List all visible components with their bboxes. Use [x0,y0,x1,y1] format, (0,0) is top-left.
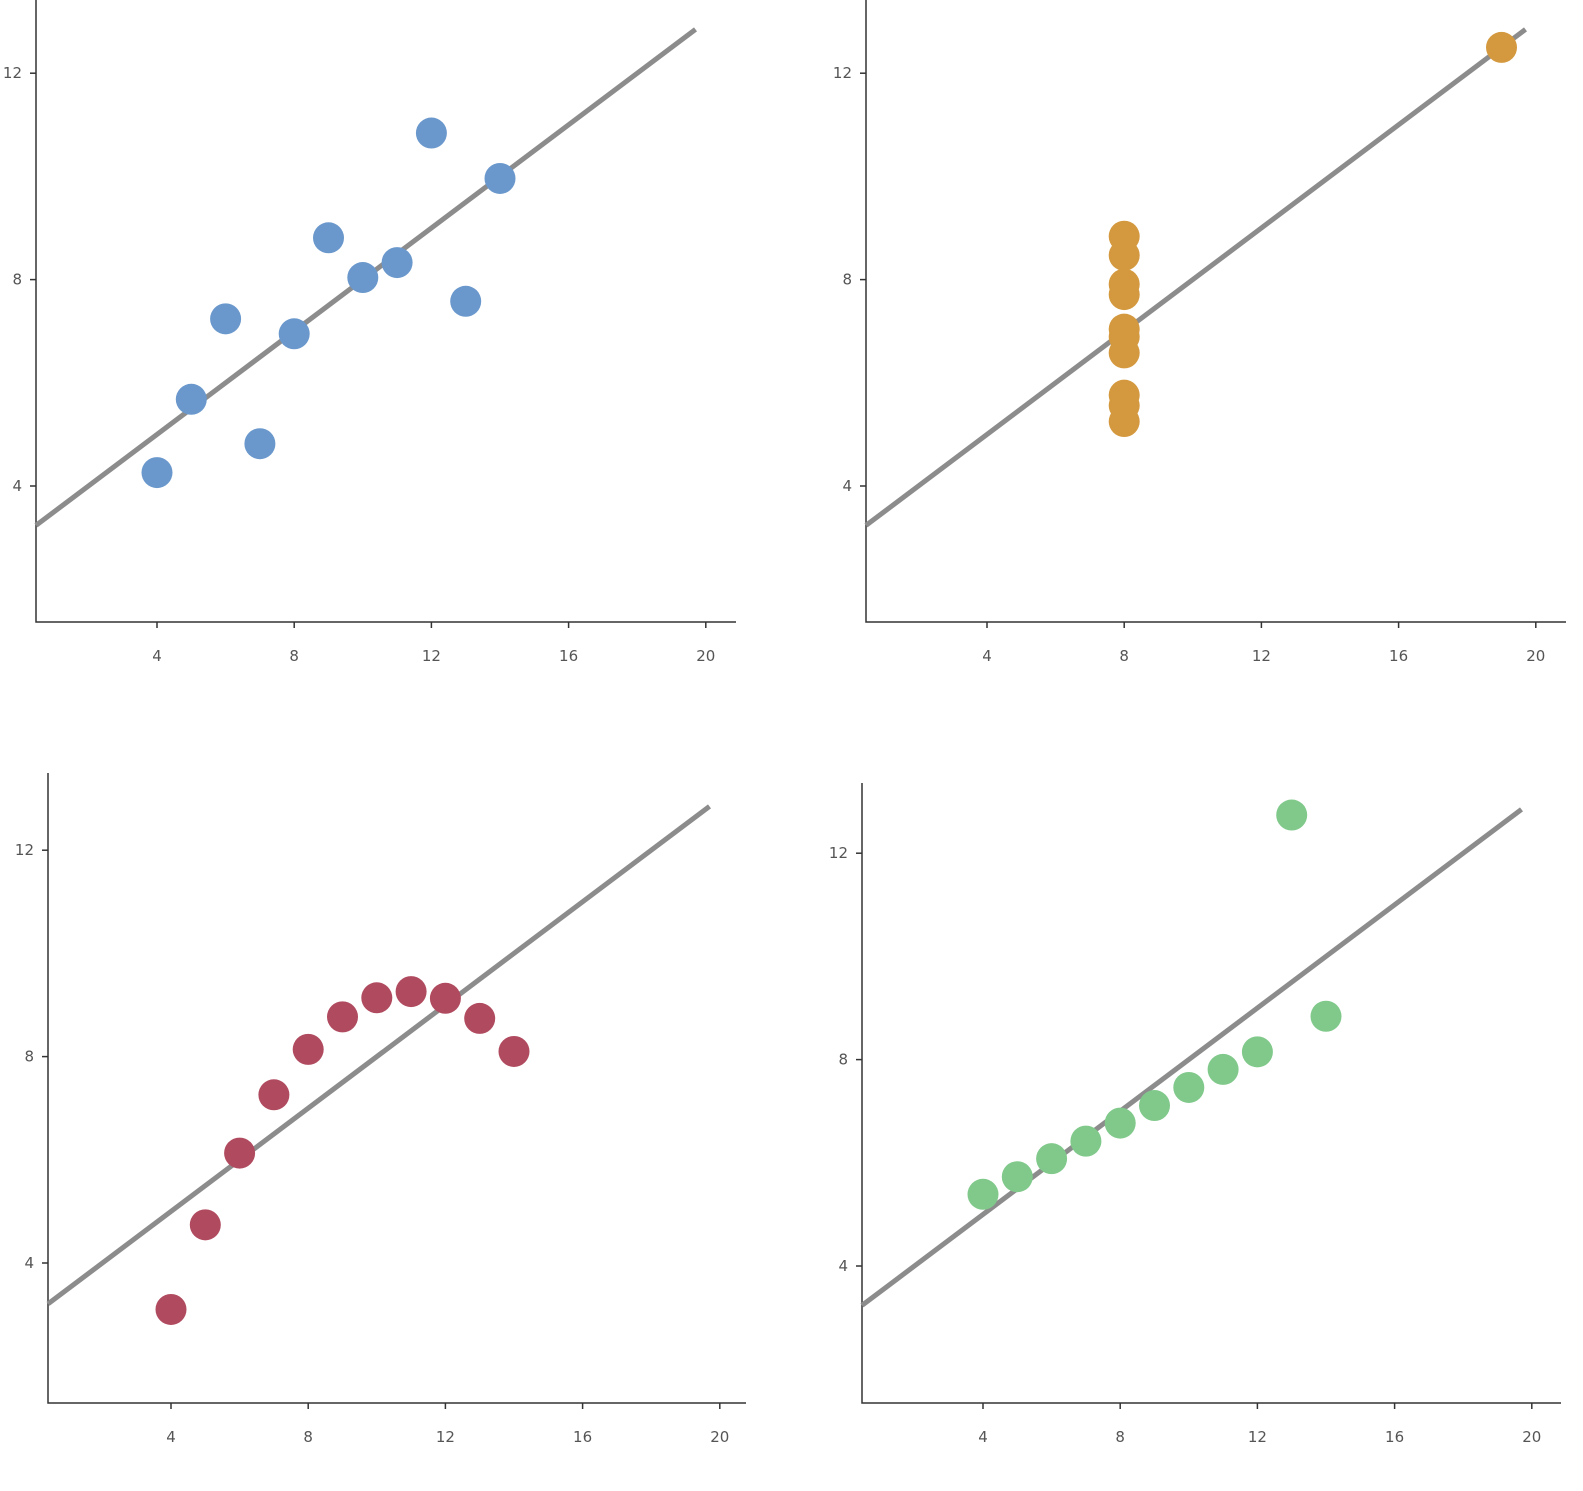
data-point [313,222,344,254]
data-point [347,262,379,294]
x-tick-label: 16 [559,647,578,665]
scatter-panel-1: 4 8 12 16 20 4 8 12 [3,0,736,665]
data-point [1173,1071,1205,1103]
data-point [464,1002,496,1034]
data-point [1241,1036,1273,1068]
axes [861,783,1561,1404]
y-tick-label: 12 [829,844,848,862]
data-point [450,285,482,317]
regression-line [864,27,1528,528]
data-point [1104,1107,1136,1139]
data-point [415,117,447,149]
scatter-panel-3: 4 8 12 16 20 4 8 12 [15,773,746,1446]
data-point [361,982,393,1014]
y-tick-label: 8 [842,271,852,289]
data-point [1108,239,1140,271]
data-point [1070,1125,1102,1157]
x-tick-label: 16 [1385,1428,1404,1446]
x-tick-label: 8 [303,1428,313,1446]
data-point [1108,390,1140,422]
y-tick-label: 4 [12,477,22,495]
data-point [1276,799,1308,831]
y-tick-label: 4 [842,477,852,495]
y-tick-label: 4 [838,1257,848,1275]
data-point [1036,1143,1068,1175]
data-point [395,976,427,1008]
data-point [224,1137,256,1169]
x-tick-label: 8 [1115,1428,1125,1446]
data-point [327,1001,358,1033]
y-tick-label: 8 [838,1051,848,1069]
y-tick-label: 12 [833,64,852,82]
data-point [429,982,461,1014]
data-point [244,428,276,460]
x-tick-label: 16 [1389,647,1408,665]
x-tick-label: 4 [152,647,162,665]
x-tick-label: 20 [1526,647,1545,665]
axes [35,0,736,623]
x-tick-label: 20 [710,1428,729,1446]
data-point [1207,1053,1239,1085]
x-tick-label: 4 [166,1428,176,1446]
y-tick-label: 12 [3,64,22,82]
data-point [967,1178,999,1210]
x-tick-label: 8 [289,647,299,665]
data-point [381,247,413,279]
data-point [498,1035,530,1067]
x-tick-label: 20 [696,647,715,665]
data-point [175,383,207,415]
data-point [484,162,516,194]
data-point [1139,1090,1170,1122]
scatter-panel-4: 4 8 12 16 20 4 8 12 [829,783,1561,1446]
y-tick-label: 4 [24,1254,34,1272]
data-point [210,303,242,335]
data-point [278,318,310,350]
data-point [1486,31,1517,63]
x-tick-label: 16 [573,1428,592,1446]
x-tick-label: 12 [1248,1428,1267,1446]
y-tick-label: 12 [15,841,34,859]
regression-line [860,807,1524,1308]
y-tick-label: 8 [12,271,22,289]
data-point [292,1033,324,1065]
data-point [1001,1161,1033,1193]
x-tick-label: 4 [978,1428,988,1446]
x-tick-label: 12 [422,647,441,665]
x-tick-label: 8 [1119,647,1129,665]
x-tick-label: 4 [982,647,992,665]
scatter-panel-2: 4 8 12 16 20 4 8 12 [833,0,1566,665]
x-tick-label: 12 [436,1428,455,1446]
data-point [1310,1000,1342,1032]
data-point [1108,268,1140,300]
axes [47,773,746,1404]
axes [865,0,1566,623]
x-tick-label: 12 [1252,647,1271,665]
data-point [141,457,173,489]
data-point [155,1293,187,1325]
regression-line [46,804,712,1306]
x-tick-label: 20 [1522,1428,1541,1446]
data-point [258,1079,290,1111]
data-point [189,1209,221,1241]
y-tick-label: 8 [24,1048,34,1066]
data-point [1108,321,1140,353]
